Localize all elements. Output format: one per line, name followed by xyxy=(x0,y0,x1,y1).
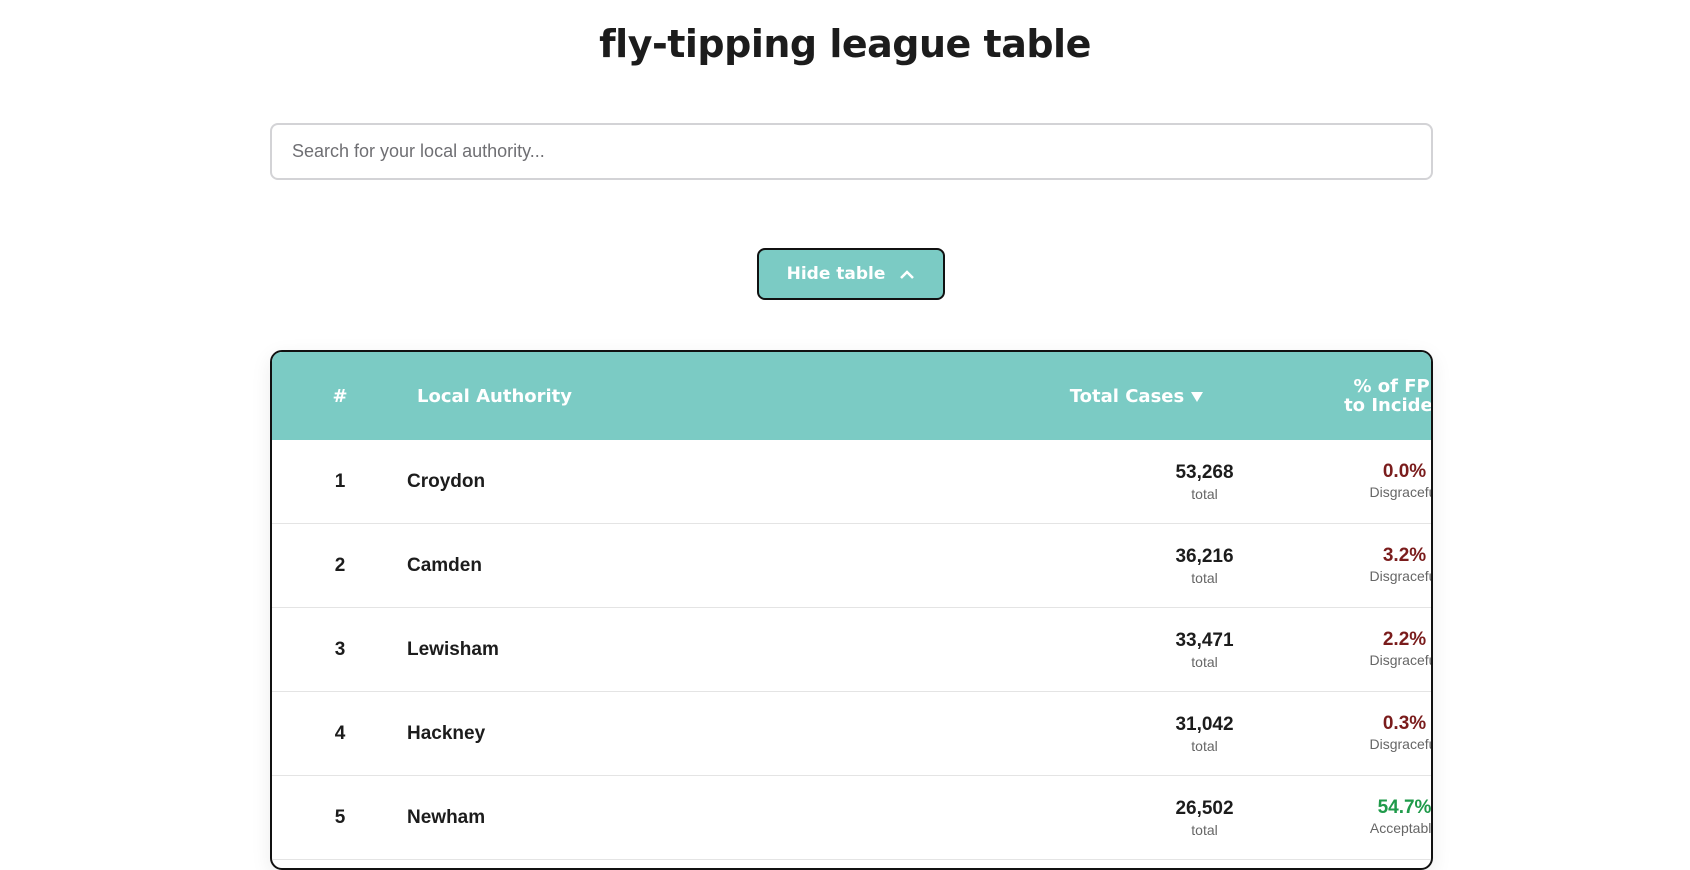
fpn-cell: 0.0% Disgraceful xyxy=(1332,440,1433,523)
total-cases: 36,216 xyxy=(1175,545,1234,567)
total-cell: 53,268 total xyxy=(1132,440,1277,523)
total-caption: total xyxy=(1191,653,1218,670)
total-cases: 26,502 xyxy=(1175,797,1234,819)
rank: 5 xyxy=(334,806,346,828)
column-header-text: Total Cases xyxy=(1069,385,1185,407)
table-row: 5 Newham 26,502 total 54.7% Acceptable xyxy=(272,776,1431,860)
fpn-cell: 54.7% Acceptable xyxy=(1332,776,1433,859)
total-cases: 31,042 xyxy=(1175,713,1234,735)
column-header: # xyxy=(332,385,348,407)
authority-name: Newham xyxy=(407,806,486,828)
authority-name: Lewisham xyxy=(407,638,499,660)
table-row: 3 Lewisham 33,471 total 2.2% Disgraceful xyxy=(272,608,1431,692)
total-cell: 26,502 total xyxy=(1132,776,1277,859)
rank: 4 xyxy=(334,722,346,744)
table-header: # Local Authority Total Cases % of FPNs … xyxy=(272,352,1431,440)
authority-name: Camden xyxy=(407,554,482,576)
fpn-percentage: 3.2% xyxy=(1382,544,1427,566)
button-label: Hide table xyxy=(786,264,886,284)
table-row: 1 Croydon 53,268 total 0.0% Disgraceful xyxy=(272,440,1431,524)
total-caption: total xyxy=(1191,569,1218,586)
fpn-percentage: 0.0% xyxy=(1382,460,1427,482)
fpn-cell: 0.3% Disgraceful xyxy=(1332,692,1433,775)
search-input[interactable]: Search for your local authority... xyxy=(270,123,1433,180)
chevron-up-icon xyxy=(900,270,915,279)
fpn-rating: Acceptable xyxy=(1369,819,1433,836)
fpn-percentage: 2.2% xyxy=(1382,628,1427,650)
sort-arrow-icon xyxy=(1191,392,1204,402)
table-row: 4 Hackney 31,042 total 0.3% Disgraceful xyxy=(272,692,1431,776)
total-caption: total xyxy=(1191,737,1218,754)
total-cell: 36,216 total xyxy=(1132,524,1277,607)
table-body: 1 Croydon 53,268 total 0.0% Disgraceful 2 Camde… xyxy=(272,440,1431,860)
rank: 1 xyxy=(334,470,346,492)
hide-table-button[interactable]: Hide table xyxy=(757,248,945,300)
total-caption: total xyxy=(1191,821,1218,838)
table-row: 2 Camden 36,216 total 3.2% Disgraceful xyxy=(272,524,1431,608)
fpn-cell: 2.2% Disgraceful xyxy=(1332,608,1433,691)
column-header-sortable[interactable]: Total Cases xyxy=(912,352,1362,440)
total-cases: 53,268 xyxy=(1175,461,1234,483)
fpn-rating: Disgraceful xyxy=(1369,483,1433,500)
total-cell: 31,042 total xyxy=(1132,692,1277,775)
rank: 2 xyxy=(334,554,346,576)
total-caption: total xyxy=(1191,485,1218,502)
fpn-percentage: 54.7% xyxy=(1377,796,1432,818)
league-table: # Local Authority Total Cases % of FPNs … xyxy=(270,350,1433,870)
fpn-rating: Disgraceful xyxy=(1369,651,1433,668)
rank: 3 xyxy=(334,638,346,660)
fpn-rating: Disgraceful xyxy=(1369,735,1433,752)
fpn-percentage: 0.3% xyxy=(1382,712,1427,734)
total-cell: 33,471 total xyxy=(1132,608,1277,691)
column-header: % of FPNs to Incidents xyxy=(1344,376,1433,416)
authority-name: Hackney xyxy=(407,722,486,744)
total-cases: 33,471 xyxy=(1175,629,1234,651)
body: fly-tipping league table Search for your… xyxy=(270,22,1433,870)
fpn-cell: 3.2% Disgraceful xyxy=(1332,524,1433,607)
page-title: fly-tipping league table xyxy=(599,22,1091,66)
fpn-rating: Disgraceful xyxy=(1369,567,1433,584)
column-header: Local Authority xyxy=(417,385,573,407)
authority-name: Croydon xyxy=(407,470,486,492)
page: fly-tipping league table {"header": {"ti… xyxy=(270,22,1433,870)
